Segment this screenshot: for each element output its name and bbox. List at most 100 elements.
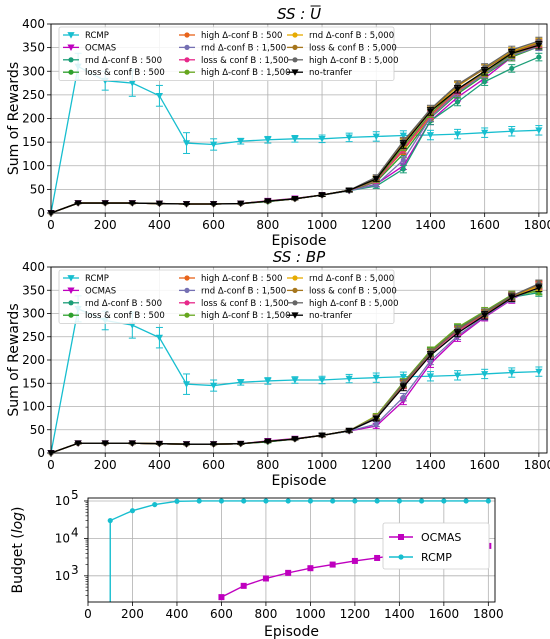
data-point <box>345 427 353 435</box>
x-tick-label: 1000 <box>307 218 338 232</box>
legend-label: no-tranfer <box>309 311 352 321</box>
chart-title: SS : BP <box>273 248 326 266</box>
y-axis-label: Budget (log) <box>10 506 26 593</box>
data-point <box>263 498 269 504</box>
x-tick-label: 1200 <box>361 218 392 232</box>
legend-marker <box>68 57 74 63</box>
legend-marker <box>67 275 75 282</box>
data-point <box>400 394 406 400</box>
data-point <box>218 594 225 601</box>
data-point <box>129 508 136 514</box>
y-tick-exponent: 3 <box>71 563 79 577</box>
legend-marker <box>398 534 404 540</box>
legend-marker <box>184 44 190 51</box>
x-tick-label: 1200 <box>340 607 371 621</box>
x-tick-label: 1800 <box>524 458 550 472</box>
data-point <box>210 201 218 208</box>
data-point <box>481 312 489 319</box>
data-point <box>210 382 218 390</box>
legend-marker <box>68 312 74 318</box>
data-point <box>155 440 164 448</box>
data-point <box>441 498 447 504</box>
data-point <box>237 138 245 145</box>
data-point <box>427 358 434 364</box>
data-point <box>128 80 136 87</box>
legend-label: loss & conf B : 5,000 <box>309 43 397 53</box>
data-point <box>318 377 326 384</box>
data-point <box>351 557 358 564</box>
data-point <box>396 498 402 504</box>
data-point <box>508 369 516 377</box>
legend-marker <box>68 69 74 75</box>
legend-box <box>58 269 395 324</box>
legend-marker <box>398 554 404 560</box>
legend-label: high Δ-conf B : 1,500 <box>201 68 291 78</box>
legend-marker <box>184 57 190 63</box>
legend-marker <box>184 275 190 281</box>
data-point <box>264 136 272 144</box>
data-point <box>399 373 407 381</box>
x-tick-label: 1200 <box>361 458 392 472</box>
data-point <box>399 384 407 391</box>
legend-marker <box>184 32 190 38</box>
data-point <box>535 368 543 376</box>
legend-label: OCMAS <box>85 286 116 296</box>
y-tick-label: 300 <box>22 307 45 321</box>
legend-label: loss & conf B : 5,000 <box>309 286 397 296</box>
x-tick-label: 1800 <box>473 607 504 621</box>
legend-label: OCMAS <box>85 43 116 53</box>
legend-label: high Δ-conf B : 5,000 <box>309 299 399 309</box>
data-point <box>426 132 435 139</box>
y-tick-label: 350 <box>22 41 45 55</box>
x-tick-label: 1600 <box>469 218 500 232</box>
legend-marker <box>184 300 190 306</box>
data-point <box>508 128 516 135</box>
data-point <box>419 498 425 504</box>
x-axis-label: Episode <box>264 624 319 639</box>
x-axis-label: Episode <box>272 233 327 249</box>
data-point <box>285 498 291 504</box>
legend-marker <box>291 69 299 76</box>
x-tick-label: 400 <box>148 458 171 472</box>
data-point <box>374 498 380 504</box>
y-tick-label: 250 <box>22 88 45 102</box>
x-tick-label: 1000 <box>295 607 326 621</box>
legend-label: rnd Δ-conf B : 5,000 <box>309 274 394 284</box>
data-point <box>318 192 326 199</box>
x-tick-label: 1800 <box>524 218 550 232</box>
data-point <box>453 86 462 93</box>
data-point <box>426 373 435 380</box>
data-point <box>345 375 353 383</box>
x-tick-label: 800 <box>256 458 279 472</box>
legend-label: RCMP <box>85 274 109 284</box>
data-point <box>237 440 245 448</box>
x-tick-label: 1000 <box>307 458 338 472</box>
data-point <box>210 441 218 448</box>
x-tick-label: 200 <box>121 607 144 621</box>
data-point <box>352 498 358 504</box>
y-tick-label: 100 <box>22 159 45 173</box>
data-point <box>264 438 272 445</box>
x-tick-label: 0 <box>47 218 55 232</box>
data-point <box>262 575 269 582</box>
legend-label: loss & conf B : 500 <box>85 68 165 78</box>
y-tick-label: 10 <box>55 531 70 545</box>
data-point <box>509 65 515 72</box>
data-point <box>400 166 406 172</box>
data-point <box>318 135 326 143</box>
legend-label: high Δ-conf B : 1,500 <box>201 311 291 321</box>
y-tick-label: 100 <box>22 400 45 414</box>
x-tick-label: 800 <box>254 607 277 621</box>
data-point <box>107 517 113 524</box>
x-tick-label: 0 <box>84 607 92 621</box>
y-tick-label: 350 <box>22 283 45 297</box>
x-tick-label: 600 <box>210 607 233 621</box>
data-point <box>240 582 247 589</box>
legend-marker <box>292 32 298 38</box>
data-point <box>128 200 136 207</box>
data-point <box>508 50 516 57</box>
legend-marker <box>292 287 298 293</box>
y-tick-label: 50 <box>30 182 45 196</box>
chart-title: SS : U <box>277 5 321 23</box>
